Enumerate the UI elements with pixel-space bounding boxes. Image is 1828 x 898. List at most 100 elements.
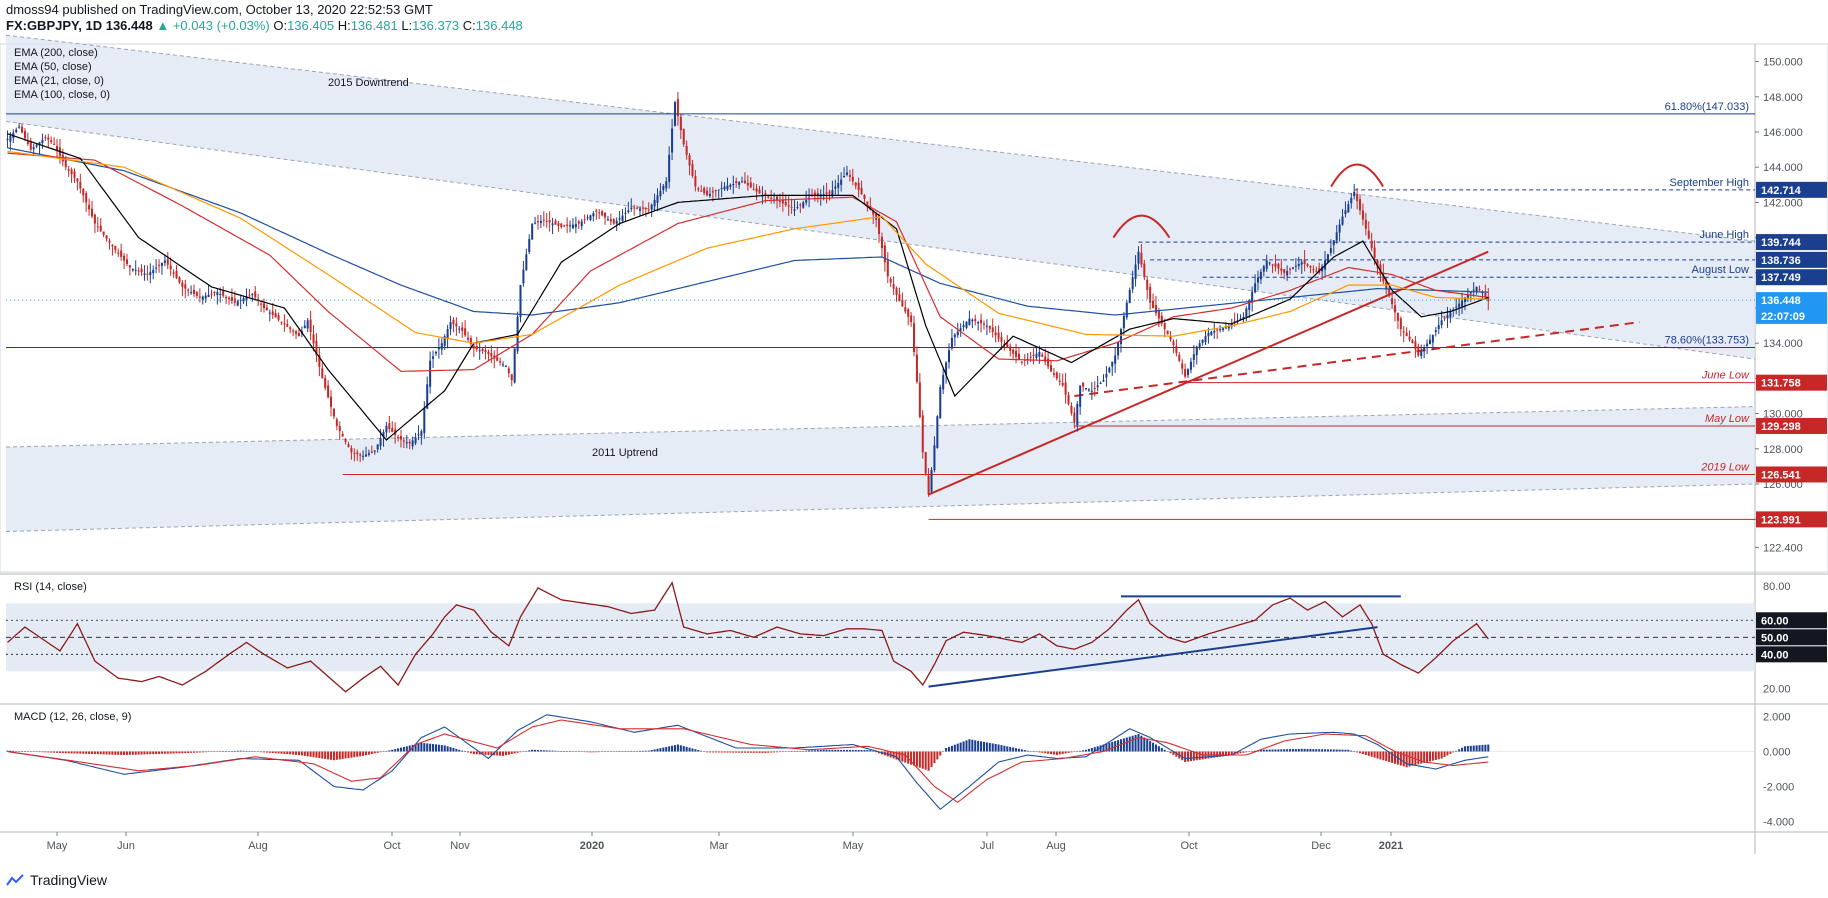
macd-histogram-bar bbox=[904, 751, 907, 763]
macd-histogram-bar bbox=[359, 751, 362, 757]
macd-histogram-bar bbox=[312, 751, 315, 758]
macd-histogram-bar bbox=[1064, 751, 1067, 754]
macd-histogram-bar bbox=[289, 751, 292, 755]
candle-body bbox=[947, 350, 951, 363]
macd-histogram-bar bbox=[601, 751, 604, 753]
macd-histogram-bar bbox=[79, 751, 82, 754]
time-tick-label: Aug bbox=[248, 840, 268, 852]
macd-histogram-bar bbox=[624, 751, 627, 752]
candle-body bbox=[542, 219, 545, 221]
candle-body bbox=[26, 141, 29, 144]
macd-histogram-bar bbox=[1058, 751, 1061, 755]
price-box bbox=[1756, 251, 1827, 268]
candle-body bbox=[525, 254, 528, 271]
macd-histogram-bar bbox=[671, 745, 674, 752]
candle-body bbox=[729, 184, 732, 187]
candle-body bbox=[519, 285, 522, 318]
candle-body bbox=[714, 190, 717, 192]
macd-histogram-bar bbox=[971, 739, 974, 752]
candle-body bbox=[548, 220, 551, 223]
macd-histogram-bar bbox=[939, 751, 942, 756]
macd-histogram-bar bbox=[942, 751, 945, 752]
candle-body bbox=[743, 180, 746, 184]
candle-body bbox=[356, 452, 359, 455]
high-value: 136.481 bbox=[350, 18, 398, 33]
macd-title: MACD (12, 26, close, 9) bbox=[14, 711, 131, 723]
candle-body bbox=[260, 303, 263, 305]
candle-body bbox=[6, 139, 9, 141]
macd-histogram-bar bbox=[1239, 751, 1242, 754]
candle-body bbox=[851, 176, 854, 182]
time-tick-label: May bbox=[47, 840, 68, 852]
candle-body bbox=[1134, 264, 1137, 279]
macd-histogram-bar bbox=[545, 750, 548, 752]
macd-histogram-bar bbox=[892, 751, 895, 759]
macd-histogram-bar bbox=[612, 751, 615, 752]
macd-histogram-bar bbox=[1414, 751, 1417, 766]
macd-histogram-bar bbox=[1399, 751, 1402, 766]
candle-body bbox=[1221, 328, 1225, 330]
candle-body bbox=[230, 297, 233, 301]
candle-body bbox=[99, 225, 102, 232]
macd-histogram-bar bbox=[429, 743, 432, 752]
macd-histogram-bar bbox=[787, 751, 790, 752]
channel-edge bbox=[5, 406, 1756, 448]
candle-body bbox=[1184, 369, 1187, 377]
macd-histogram-bar bbox=[650, 750, 653, 752]
macd-histogram-bar bbox=[1469, 745, 1472, 752]
candle-body bbox=[236, 301, 239, 306]
candle-body bbox=[245, 296, 248, 301]
candle-body bbox=[295, 331, 298, 334]
candle-body bbox=[1181, 363, 1184, 369]
uptrend-channel bbox=[6, 406, 1755, 532]
macd-histogram-bar bbox=[344, 751, 347, 759]
candle-body bbox=[251, 293, 254, 296]
candle-body bbox=[274, 313, 277, 318]
macd-histogram-bar bbox=[930, 751, 933, 767]
candle-body bbox=[140, 268, 143, 273]
macd-histogram-bar bbox=[659, 748, 662, 752]
macd-histogram-bar bbox=[198, 751, 201, 753]
candle-body bbox=[137, 270, 140, 272]
macd-histogram-bar bbox=[685, 746, 688, 752]
macd-histogram-bar bbox=[668, 746, 671, 752]
candle-body bbox=[691, 164, 694, 176]
candle-body bbox=[557, 223, 560, 226]
time-tick-label: Oct bbox=[1180, 840, 1197, 852]
time-tick-label: Jul bbox=[980, 840, 994, 852]
candle-body bbox=[1207, 332, 1210, 337]
ema-legend-item: EMA (50, close) bbox=[14, 61, 92, 73]
candle-body bbox=[770, 197, 773, 199]
candle-body bbox=[1000, 336, 1003, 342]
candle-body bbox=[1268, 262, 1271, 264]
candle-body bbox=[1102, 380, 1105, 382]
macd-histogram-bar bbox=[525, 750, 528, 752]
candle-body bbox=[845, 172, 848, 175]
macd-histogram-bar bbox=[405, 746, 408, 752]
macd-histogram-bar bbox=[726, 751, 729, 753]
candle-body bbox=[860, 187, 863, 195]
macd-histogram-bar bbox=[513, 751, 516, 754]
macd-histogram-bar bbox=[1361, 751, 1364, 755]
macd-histogram-bar bbox=[604, 751, 607, 752]
candle-body bbox=[15, 129, 18, 133]
price-box-label: 139.744 bbox=[1761, 237, 1802, 249]
macd-line bbox=[7, 719, 1489, 803]
macd-histogram-bar bbox=[481, 751, 484, 755]
macd-histogram-bar bbox=[347, 751, 350, 759]
candle-body bbox=[1050, 365, 1053, 372]
candle-body bbox=[778, 201, 781, 203]
macd-histogram-bar bbox=[1050, 751, 1053, 755]
candle-body bbox=[697, 188, 700, 190]
macd-histogram-bar bbox=[1242, 751, 1245, 753]
candle-body bbox=[175, 270, 178, 279]
candle-body bbox=[55, 146, 59, 151]
candle-body bbox=[1044, 356, 1047, 362]
candle-body bbox=[102, 231, 105, 235]
macd-histogram-bar bbox=[88, 751, 91, 754]
candle-body bbox=[350, 447, 353, 453]
macd-histogram-bar bbox=[1347, 749, 1350, 752]
candle-body bbox=[446, 329, 449, 339]
tradingview-brand[interactable]: TradingView bbox=[6, 872, 107, 888]
